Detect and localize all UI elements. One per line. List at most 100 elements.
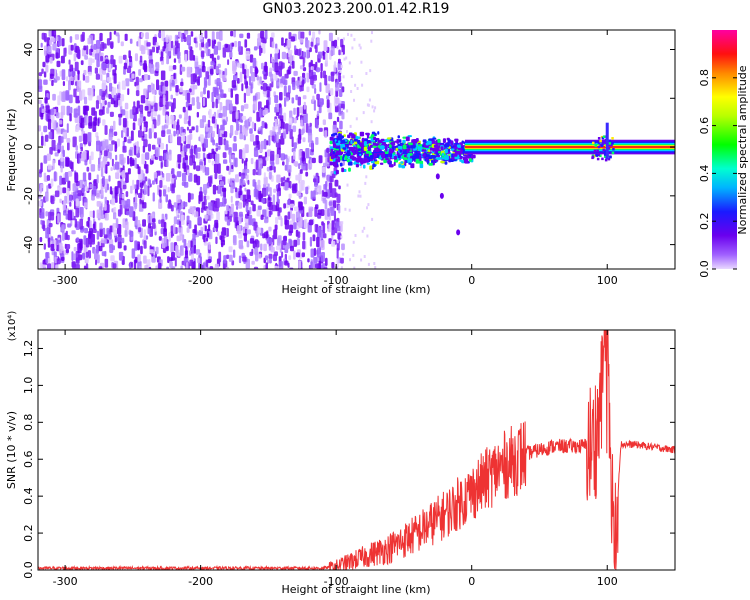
spectrogram-signal-cell (374, 160, 380, 165)
spectrogram-noise-cell (79, 90, 83, 101)
bottom-y-tick-label: 0.0 (22, 561, 35, 579)
spectrogram-noise-cell (109, 31, 112, 41)
spectrogram-noise-cell (168, 149, 172, 156)
spectrogram-signal-cell (419, 160, 424, 165)
spectrogram-noise-cell (216, 87, 219, 96)
spectrogram-noise-cell (138, 130, 143, 138)
spectrogram-noise-cell (82, 252, 86, 260)
spectrogram-noise-cell (175, 245, 178, 256)
spectrogram-noise-cell (151, 254, 156, 263)
spectrogram-noise-cell (173, 58, 177, 63)
snr-series-line (38, 330, 675, 570)
spectrogram-noise-cell (143, 116, 146, 122)
spectrogram-noise-cell (180, 265, 183, 269)
spectrogram-noise-cell (330, 206, 335, 216)
spectrogram-noise-cell (316, 188, 320, 193)
spectrogram-noise-cell (196, 96, 200, 103)
spectrogram-noise-cell (48, 131, 53, 139)
spectrogram-signal-cell (444, 143, 450, 147)
spectrogram-noise-cell (119, 193, 123, 198)
spectrogram-noise-cell (250, 83, 253, 94)
spectrogram-signal-cell (462, 148, 466, 153)
spectrogram-noise-cell (96, 174, 99, 184)
spectrogram-noise-cell (95, 259, 97, 266)
spectrogram-noise-cell (245, 169, 250, 174)
spectrogram-noise-cell (211, 130, 215, 138)
spectrogram-noise-cell (282, 161, 285, 166)
spectrogram-noise-cell (98, 109, 103, 116)
spectrogram-noise-cell (40, 219, 43, 225)
spectrogram-noise-cell (121, 80, 126, 90)
spectrogram-noise-cell (238, 255, 242, 264)
spectrogram-noise-cell (134, 256, 138, 263)
spectrogram-signal-cell (597, 153, 600, 156)
spectrogram-noise-cell (359, 194, 362, 198)
spectrogram-noise-cell (264, 61, 268, 73)
spectrogram-signal-cell (377, 131, 380, 135)
spectrogram-noise-cell (155, 265, 159, 269)
spectrogram-noise-cell (149, 249, 154, 254)
spectrogram-signal-cell (591, 156, 594, 160)
spectrogram-noise-cell (214, 39, 217, 45)
spectrogram-noise-cell (374, 106, 377, 110)
spectrogram-noise-cell (300, 31, 305, 39)
spectrogram-noise-cell (81, 31, 85, 42)
spectrogram-noise-cell (331, 240, 336, 247)
spectrogram-noise-cell (281, 251, 284, 258)
spectrogram-noise-cell (263, 82, 267, 92)
spectrogram-noise-cell (87, 250, 91, 259)
spectrogram-signal-cell (406, 148, 409, 154)
spectrogram-signal-cell (372, 145, 377, 148)
spectrogram-noise-cell (71, 71, 76, 77)
spectrogram-noise-cell (74, 218, 77, 228)
spectrogram-signal-cell (422, 153, 426, 157)
spectrogram-noise-cell (259, 190, 262, 202)
spectrogram-signal-cell (442, 138, 446, 143)
spectrogram-noise-cell (218, 251, 222, 263)
spectrogram-noise-cell (173, 130, 176, 137)
top-x-axis-label: Height of straight line (km) (281, 283, 430, 296)
spectrogram-noise-cell (106, 38, 111, 46)
spectrogram-signal-cell (599, 154, 602, 157)
spectrogram-noise-cell (173, 202, 179, 208)
spectrogram-noise-cell (97, 118, 100, 127)
spectrogram-noise-cell (150, 155, 155, 161)
spectrogram-noise-cell (136, 100, 140, 109)
spectrogram-noise-cell (102, 157, 107, 162)
spectrogram-signal-cell (611, 151, 615, 155)
spectrogram-noise-cell (164, 236, 168, 247)
spectrogram-noise-cell (209, 126, 213, 134)
spectrogram-noise-cell (308, 30, 311, 36)
spectrogram-noise-cell (172, 65, 177, 70)
spectrogram-noise-cell (260, 30, 265, 39)
spectrogram-noise-cell (274, 224, 278, 231)
spectrogram-signal-cell (349, 158, 352, 162)
spectrogram-noise-cell (292, 183, 297, 194)
spectrogram-noise-cell (69, 160, 72, 168)
spectrogram-noise-cell (335, 89, 339, 97)
spectrogram-noise-cell (253, 100, 258, 111)
spectrogram-signal-cell (441, 152, 444, 157)
spectrogram-noise-cell (50, 108, 54, 116)
spectrogram-noise-cell (224, 43, 228, 48)
spectrogram-noise-cell (251, 72, 256, 82)
spectrogram-noise-cell (188, 220, 192, 229)
spectrogram-signal-cell (363, 164, 366, 169)
spectrogram-noise-cell (110, 167, 113, 172)
spectrogram-signal-cell (394, 155, 397, 160)
spectrogram-noise-cell (160, 219, 165, 228)
spectrogram-noise-cell (248, 116, 252, 123)
spectrogram-noise-cell (370, 39, 373, 43)
bottom-y-tick-label: 0.4 (22, 487, 35, 505)
spectrogram-signal-cell (415, 150, 418, 154)
spectrogram-noise-cell (181, 214, 185, 225)
spectrogram-noise-cell (196, 147, 201, 152)
spectrogram-noise-cell (136, 141, 139, 151)
spectrogram-noise-cell (164, 90, 169, 102)
spectrogram-noise-cell (220, 89, 224, 98)
spectrogram-noise-cell (299, 169, 303, 174)
spectrogram-signal-cell (431, 159, 434, 164)
spectrogram-noise-cell (340, 257, 344, 264)
spectrogram-noise-cell (44, 97, 48, 104)
spectrogram-noise-cell (341, 161, 344, 165)
